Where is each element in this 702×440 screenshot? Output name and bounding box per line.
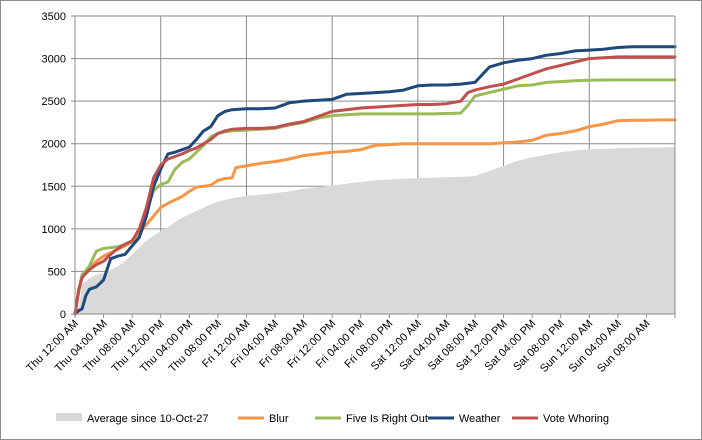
series-line-weather xyxy=(73,45,677,316)
x-tick-label: Sun 08:00 AM xyxy=(595,318,652,375)
legend-label: Average since 10-Oct-27 xyxy=(87,413,208,425)
y-tick-label: 2000 xyxy=(42,139,66,151)
y-tick-label: 2500 xyxy=(42,96,66,108)
series-line-vote-whoring xyxy=(73,55,677,316)
y-tick-label: 500 xyxy=(48,266,66,278)
line-series-group xyxy=(73,45,677,316)
axes xyxy=(71,15,676,318)
y-tick-label: 1000 xyxy=(42,224,66,236)
legend: Average since 10-Oct-27 Blur Five Is Right… xyxy=(56,413,609,425)
area-series-group xyxy=(75,147,675,314)
y-tick-label: 3500 xyxy=(42,11,66,23)
legend-label: Blur xyxy=(269,413,289,425)
legend-label: Five Is Right Out xyxy=(346,413,428,425)
legend-swatch xyxy=(56,413,82,421)
legend-label: Weather xyxy=(459,413,501,425)
series-area-average-since-10-oct-27 xyxy=(75,147,675,314)
y-tick-label: 0 xyxy=(60,309,66,321)
y-tick-label: 1500 xyxy=(42,181,66,193)
y-tick-label: 3000 xyxy=(42,54,66,66)
legend-label: Vote Whoring xyxy=(543,413,609,425)
y-axis-tick-labels: 0 500 1000 1500 2000 2500 3000 3500 xyxy=(42,11,66,321)
